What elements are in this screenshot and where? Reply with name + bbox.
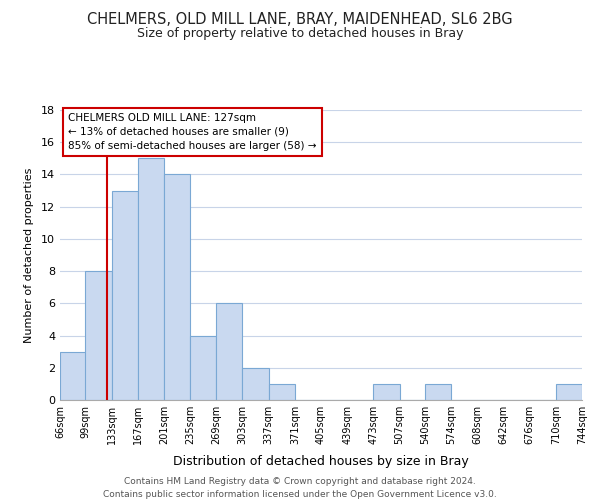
Y-axis label: Number of detached properties: Number of detached properties (24, 168, 34, 342)
Bar (425, 384, 451, 400)
Bar (242, 368, 269, 400)
Text: Contains public sector information licensed under the Open Government Licence v3: Contains public sector information licen… (103, 490, 497, 499)
Text: CHELMERS, OLD MILL LANE, BRAY, MAIDENHEAD, SL6 2BG: CHELMERS, OLD MILL LANE, BRAY, MAIDENHEA… (87, 12, 513, 28)
Bar (190, 336, 216, 400)
X-axis label: Distribution of detached houses by size in Bray: Distribution of detached houses by size … (173, 456, 469, 468)
Text: Contains HM Land Registry data © Crown copyright and database right 2024.: Contains HM Land Registry data © Crown c… (124, 478, 476, 486)
Bar (373, 384, 400, 400)
Text: Size of property relative to detached houses in Bray: Size of property relative to detached ho… (137, 28, 463, 40)
Bar (269, 384, 295, 400)
Bar (164, 174, 190, 400)
Bar (138, 158, 164, 400)
Bar (112, 190, 138, 400)
Bar (216, 304, 242, 400)
Bar (556, 384, 582, 400)
Bar (85, 271, 112, 400)
Text: CHELMERS OLD MILL LANE: 127sqm
← 13% of detached houses are smaller (9)
85% of s: CHELMERS OLD MILL LANE: 127sqm ← 13% of … (68, 113, 316, 151)
Bar (60, 352, 86, 400)
